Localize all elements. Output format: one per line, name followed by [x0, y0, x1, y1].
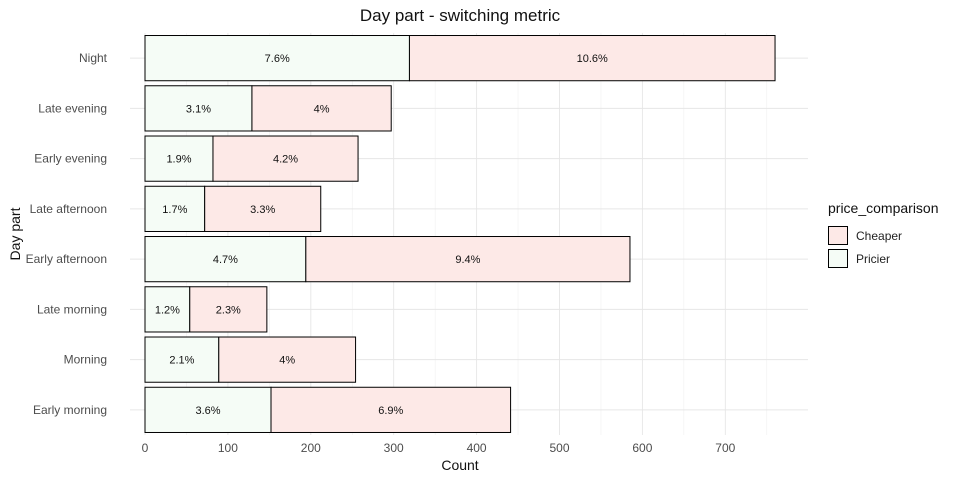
legend-label-cheaper: Cheaper	[856, 228, 903, 243]
bar-cheaper	[251, 85, 392, 132]
x-tick-label: 600	[632, 441, 652, 455]
chart-title: Day part - switching metric	[359, 6, 561, 25]
y-tick-label: Late evening	[38, 101, 107, 115]
bar-cheaper	[408, 35, 776, 82]
data-label-cheaper: 10.6%	[577, 53, 608, 65]
data-label-cheaper: 2.3%	[216, 304, 241, 316]
legend: price_comparison Cheaper Pricier	[828, 200, 939, 270]
data-label-cheaper: 3.3%	[250, 204, 275, 216]
bar-cheaper	[212, 135, 359, 182]
x-tick-label: 500	[549, 441, 569, 455]
data-label-pricier: 7.6%	[265, 53, 290, 65]
legend-swatch-pricier	[828, 249, 848, 268]
x-tick-label: 700	[715, 441, 735, 455]
bar-pricier	[144, 336, 220, 383]
x-axis-title: Count	[441, 457, 478, 473]
y-tick-label: Night	[79, 51, 108, 65]
data-label-pricier: 2.1%	[169, 355, 194, 367]
legend-label-pricier: Pricier	[856, 251, 891, 266]
data-label-pricier: 1.7%	[162, 204, 187, 216]
data-label-cheaper: 4.2%	[273, 154, 298, 166]
data-label-pricier: 3.6%	[195, 405, 220, 417]
bar-cheaper	[189, 286, 268, 333]
y-tick-label: Late afternoon	[30, 202, 107, 216]
y-tick-label: Early evening	[34, 152, 107, 166]
legend-item-pricier: Pricier	[828, 247, 939, 270]
x-tick-label: 0	[142, 441, 149, 455]
bar-pricier	[144, 185, 206, 232]
data-label-pricier: 1.2%	[155, 304, 180, 316]
data-label-pricier: 4.7%	[213, 254, 238, 266]
bar-cheaper	[218, 336, 357, 383]
y-tick-label: Early afternoon	[26, 252, 107, 266]
x-tick-label: 300	[384, 441, 404, 455]
bar-pricier	[144, 386, 272, 433]
bar-pricier	[144, 135, 214, 182]
data-label-cheaper: 4%	[279, 355, 295, 367]
bar-pricier	[144, 236, 307, 283]
legend-swatch-cheaper	[828, 226, 848, 245]
y-tick-label: Morning	[64, 353, 107, 367]
y-tick-label: Early morning	[33, 403, 107, 417]
data-label-pricier: 1.9%	[166, 154, 191, 166]
bar-cheaper	[305, 236, 631, 283]
data-label-cheaper: 6.9%	[378, 405, 403, 417]
legend-item-cheaper: Cheaper	[828, 224, 939, 247]
data-label-cheaper: 9.4%	[455, 254, 480, 266]
data-label-cheaper: 4%	[314, 103, 330, 115]
data-label-pricier: 3.1%	[186, 103, 211, 115]
x-tick-label: 200	[301, 441, 321, 455]
y-tick-label: Late morning	[37, 302, 107, 316]
bar-pricier	[144, 35, 410, 82]
legend-title: price_comparison	[828, 200, 939, 216]
x-tick-label: 400	[467, 441, 487, 455]
bar-cheaper	[270, 386, 512, 433]
bar-cheaper	[204, 185, 322, 232]
y-axis-title: Day part	[7, 207, 23, 260]
x-tick-label: 100	[218, 441, 238, 455]
